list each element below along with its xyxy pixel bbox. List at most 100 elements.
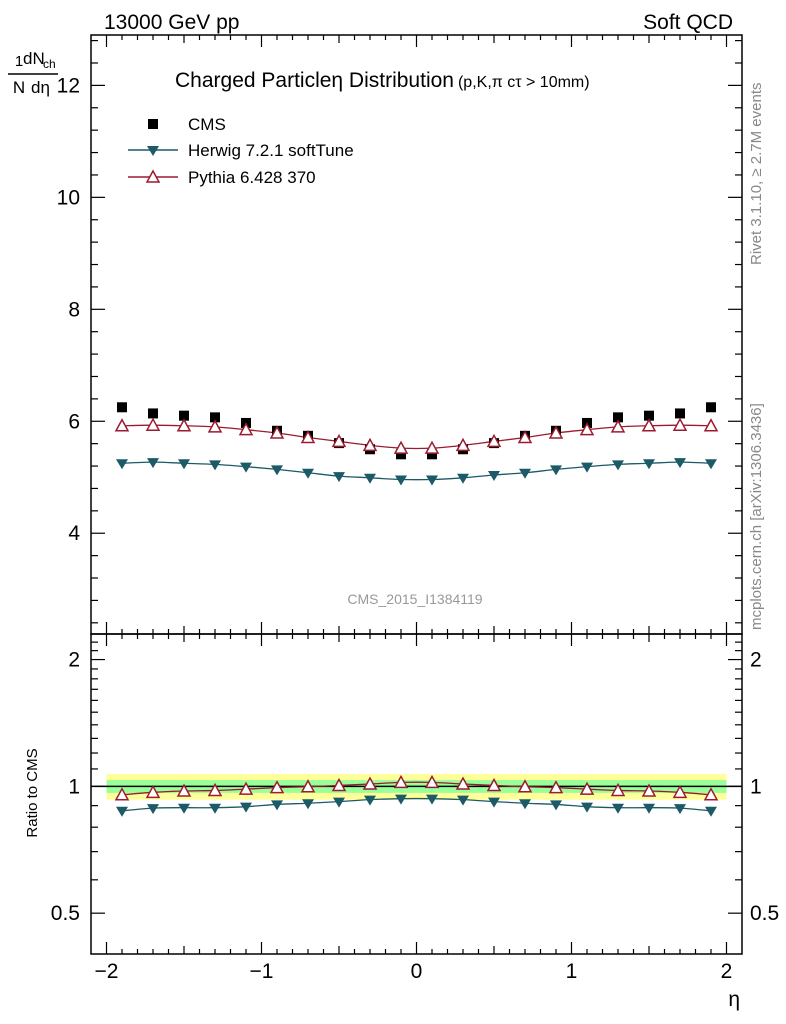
pythia-ratio-point xyxy=(641,783,657,797)
pythia-ratio-point xyxy=(331,777,347,792)
pythia-ratio-point xyxy=(548,780,564,794)
main-series xyxy=(114,402,719,486)
pythia-ratio-point xyxy=(486,777,502,792)
pythia-point xyxy=(393,440,409,454)
pythia-point xyxy=(145,417,161,431)
cms-point xyxy=(148,408,158,419)
herwig-point xyxy=(581,462,593,473)
herwig-main-line xyxy=(121,461,712,481)
herwig-ratio-point xyxy=(271,800,283,811)
herwig-ratio-point xyxy=(488,797,500,808)
herwig-ratio-point xyxy=(612,803,624,814)
herwig-ratio-point xyxy=(395,794,407,805)
legend-marker-cms xyxy=(148,119,158,129)
pythia-ratio-point xyxy=(579,781,595,795)
herwig-ratio-point xyxy=(674,804,686,815)
pythia-ratio-point xyxy=(672,784,688,799)
herwig-ratio-point xyxy=(178,803,190,814)
cms-point xyxy=(396,449,406,460)
x-axis-label: η xyxy=(728,988,740,1011)
cms-point xyxy=(644,410,654,421)
ylabel-num: 1 xyxy=(15,53,23,70)
rivet-label: Rivet 3.1.10, ≥ 2.7M events xyxy=(748,83,765,266)
mcplots-label: mcplots.cern.ch [arXiv:1306.3436] xyxy=(748,403,765,630)
pythia-point xyxy=(579,422,595,436)
cms-point xyxy=(613,412,623,423)
pythia-ratio-point xyxy=(300,779,316,793)
pythia-ratio-point xyxy=(362,776,378,790)
herwig-point xyxy=(519,468,531,479)
main-y-label: 1 dN ch N dη xyxy=(8,49,58,97)
ylabel-deta: dη xyxy=(31,78,50,97)
y-tick-label-ratio-right: 1 xyxy=(750,775,762,798)
herwig-point xyxy=(333,472,345,483)
ylabel-den: N xyxy=(13,78,25,97)
x-tick-label: 1 xyxy=(566,960,578,983)
x-tick-label: 0 xyxy=(411,960,423,983)
header-left: 13000 GeV pp xyxy=(104,11,239,34)
pythia-point xyxy=(362,437,378,452)
pythia-ratio-point xyxy=(610,782,626,797)
pythia-ratio-point xyxy=(269,780,285,794)
y-tick-label-ratio-right: 0.5 xyxy=(750,902,779,925)
cms-point xyxy=(427,449,437,460)
pythia-point xyxy=(269,425,285,439)
herwig-point xyxy=(643,459,655,470)
pythia-ratio-point xyxy=(517,779,533,793)
cms-point xyxy=(117,402,127,413)
legend-label-herwig: Herwig 7.2.1 softTune xyxy=(188,141,354,160)
herwig-point xyxy=(674,458,686,469)
pythia-ratio-point xyxy=(207,782,223,797)
x-tick-label: 2 xyxy=(721,960,733,983)
y-tick-label-main: 10 xyxy=(57,186,80,209)
herwig-point xyxy=(364,473,376,484)
pythia-point xyxy=(331,433,347,448)
herwig-ratio-point xyxy=(333,797,345,808)
y-tick-label-main: 6 xyxy=(68,410,80,433)
herwig-ratio-point xyxy=(519,799,531,810)
pythia-point xyxy=(641,418,657,432)
y-tick-label-ratio-left: 0.5 xyxy=(51,902,80,925)
cms-point xyxy=(210,412,220,423)
herwig-point xyxy=(457,473,469,484)
pythia-point xyxy=(114,418,130,432)
herwig-ratio-point xyxy=(302,799,314,810)
ratio-frame xyxy=(90,633,743,955)
herwig-ratio-point xyxy=(457,795,469,806)
pythia-point xyxy=(548,425,564,439)
pythia-ratio-point xyxy=(238,781,254,795)
y-tick-label-main: 12 xyxy=(57,74,80,97)
y-tick-label-ratio-right: 2 xyxy=(750,649,762,672)
herwig-point xyxy=(395,475,407,486)
herwig-point xyxy=(209,460,221,471)
pythia-ratio-point xyxy=(424,774,440,789)
y-tick-label-main: 8 xyxy=(68,298,80,321)
herwig-point xyxy=(271,465,283,476)
pythia-ratio-point xyxy=(703,787,719,801)
ylabel-sub: ch xyxy=(43,57,56,71)
herwig-point xyxy=(612,460,624,471)
pythia-point xyxy=(486,433,502,448)
herwig-ratio-point xyxy=(581,802,593,813)
header-right: Soft QCD xyxy=(643,11,733,34)
herwig-ratio-point xyxy=(364,795,376,806)
pythia-point xyxy=(455,437,471,452)
axis-ticks xyxy=(91,35,742,954)
chart-title: Charged Particleη Distribution (p,K,π cτ … xyxy=(175,69,590,92)
pythia-point xyxy=(238,422,254,436)
pythia-ratio-point xyxy=(145,784,161,799)
herwig-point xyxy=(302,468,314,479)
herwig-point xyxy=(178,459,190,470)
herwig-point xyxy=(488,471,500,482)
pythia-point xyxy=(703,418,719,432)
herwig-ratio-point xyxy=(209,803,221,814)
y-tick-label-ratio-left: 1 xyxy=(68,775,80,798)
y-tick-label-main: 4 xyxy=(68,522,80,545)
ylabel-dn: dN xyxy=(23,49,45,68)
pythia-point xyxy=(610,419,626,433)
analysis-watermark: CMS_2015_I1384119 xyxy=(347,591,482,607)
pythia-point xyxy=(300,429,316,444)
legend-marker-pythia xyxy=(145,169,161,183)
